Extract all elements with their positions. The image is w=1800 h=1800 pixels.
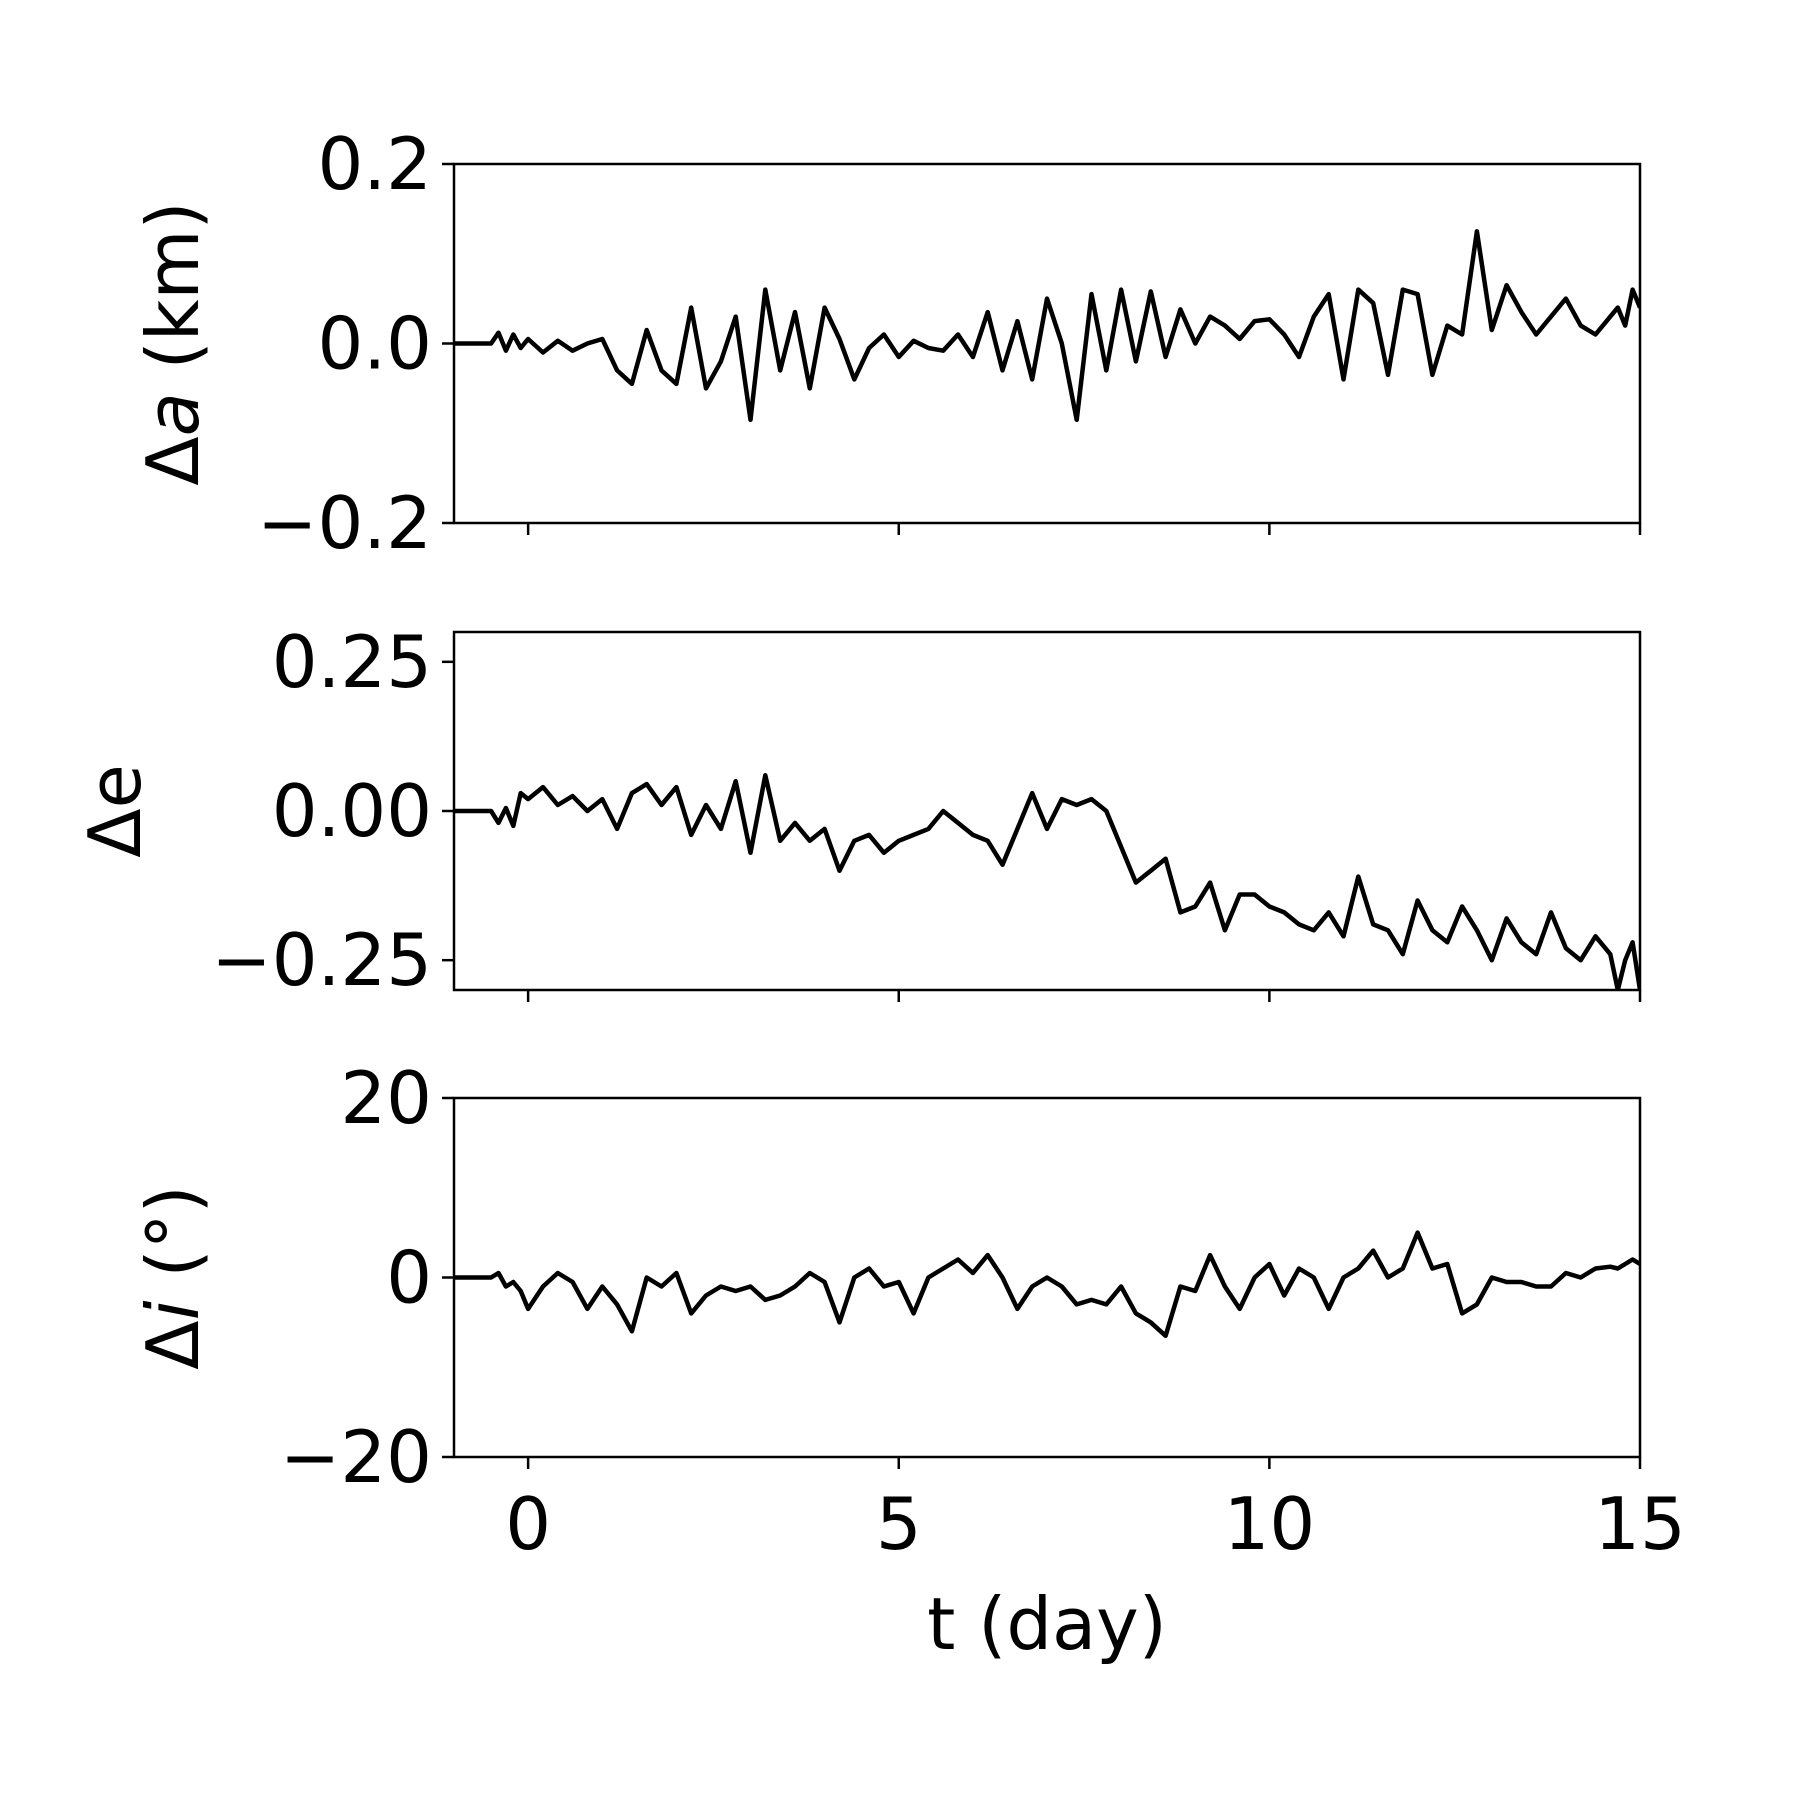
panel-1: 0.2 0.0 −0.2 Δa (km) xyxy=(131,122,1642,565)
y-axis-label-italic: a xyxy=(131,392,215,436)
y-axis-label: Δa (km) xyxy=(131,201,215,485)
y-tick-label: −0.2 xyxy=(257,481,432,565)
y-axis-label-part: Δ xyxy=(131,1320,215,1369)
series-line xyxy=(454,229,1640,423)
axes-frame xyxy=(452,162,1642,525)
x-tick-label: 0 xyxy=(505,1482,551,1566)
panel-3: 20 0 −20 0 5 10 15 Δi (°) t (day) xyxy=(131,1056,1686,1666)
series-line xyxy=(454,772,1640,990)
y-tick-label: −0.25 xyxy=(211,918,432,1002)
axes-frame xyxy=(452,630,1642,992)
y-axis-label: Δi (°) xyxy=(131,1185,215,1369)
y-tick-label: 0 xyxy=(386,1236,432,1320)
y-axis-label-part: (km) xyxy=(131,201,215,392)
panel-2: 0.25 0.00 −0.25 Δe xyxy=(73,620,1642,1002)
x-tick-label: 10 xyxy=(1224,1482,1316,1566)
x-tick-label: 5 xyxy=(876,1482,922,1566)
y-axis-label: Δe xyxy=(73,764,157,858)
y-tick-label: 0.0 xyxy=(317,302,432,386)
series-line xyxy=(454,1230,1640,1339)
y-tick-label: 0.25 xyxy=(272,620,432,704)
y-tick-label: 0.00 xyxy=(272,769,432,853)
y-tick-label: −20 xyxy=(280,1415,432,1499)
y-axis-label-part: (°) xyxy=(131,1185,215,1300)
y-axis-label-italic: i xyxy=(131,1300,215,1320)
y-axis-label-part: Δ xyxy=(131,436,215,485)
x-tick-label: 15 xyxy=(1594,1482,1686,1566)
y-tick-label: 0.2 xyxy=(317,122,432,206)
y-tick-label: 20 xyxy=(340,1056,432,1140)
x-axis-label: t (day) xyxy=(927,1582,1167,1666)
